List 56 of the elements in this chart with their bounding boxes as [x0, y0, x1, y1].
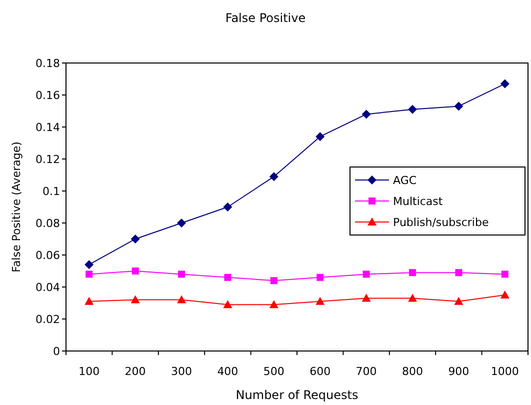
point — [408, 294, 417, 302]
point — [177, 218, 186, 228]
point — [362, 294, 371, 302]
point — [224, 274, 232, 281]
point — [223, 202, 232, 212]
y-tick-label: 0.14 — [36, 121, 60, 134]
point — [130, 295, 140, 304]
point — [86, 270, 93, 278]
chart-title: False Positive — [225, 11, 306, 25]
point — [316, 296, 325, 305]
y-tick-label: 0.06 — [36, 249, 60, 262]
point — [316, 132, 325, 142]
point — [500, 290, 510, 298]
point — [316, 274, 324, 281]
point — [362, 110, 371, 119]
point — [130, 234, 140, 244]
point — [454, 296, 464, 305]
legend-label: Multicast — [393, 195, 444, 208]
x-tick-label: 300 — [171, 365, 192, 378]
point — [362, 270, 370, 278]
x-axis-title: Number of Requests — [236, 388, 358, 402]
point — [177, 295, 186, 304]
x-tick-label: 700 — [356, 365, 377, 378]
point — [501, 270, 508, 278]
point — [455, 269, 462, 276]
point — [269, 300, 278, 308]
x-tick-label: 900 — [448, 365, 470, 378]
point — [269, 172, 278, 182]
x-tick-label: 600 — [310, 365, 331, 378]
y-tick-label: 0.12 — [36, 153, 60, 166]
x-tick-label: 100 — [78, 365, 100, 378]
point — [408, 104, 417, 114]
y-axis-title: False Positive (Average) — [10, 142, 23, 272]
y-tick-label: 0.16 — [36, 89, 60, 102]
point — [84, 260, 94, 270]
point — [454, 102, 464, 111]
point — [84, 296, 94, 305]
point — [178, 270, 185, 278]
x-tick-label: 1000 — [490, 365, 519, 378]
legend-label: Publish/subscribe — [393, 216, 489, 229]
point — [132, 268, 139, 274]
y-tick-label: 0.04 — [36, 281, 60, 294]
legend-label: AGC — [393, 174, 417, 187]
y-tick-label: 0 — [53, 345, 60, 358]
y-tick-label: 0.18 — [36, 57, 60, 70]
point — [409, 269, 416, 276]
x-tick-label: 800 — [402, 365, 423, 378]
point — [270, 277, 278, 284]
x-tick-label: 500 — [263, 365, 284, 378]
point — [500, 79, 510, 88]
point — [223, 300, 232, 308]
y-tick-label: 0.08 — [36, 217, 60, 230]
y-tick-label: 0.02 — [36, 313, 60, 326]
y-tick-label: 0.1 — [42, 185, 60, 198]
x-tick-label: 200 — [124, 365, 146, 378]
x-tick-label: 400 — [217, 365, 238, 378]
